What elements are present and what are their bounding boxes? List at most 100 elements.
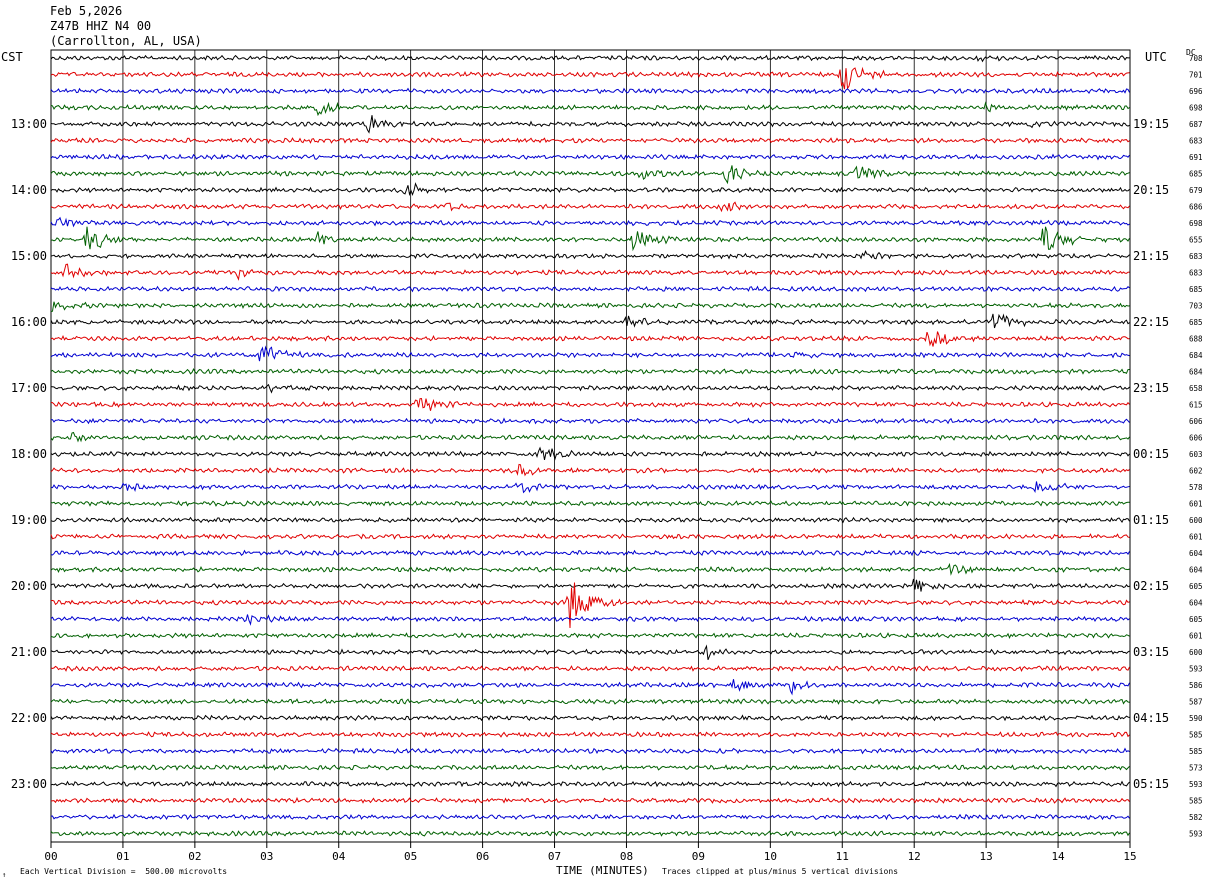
dc-offset-value: 601 (1189, 533, 1203, 542)
left-timezone-label: CST (1, 50, 23, 64)
seismic-trace (50, 481, 1130, 494)
dc-offset-value: 685 (1189, 285, 1203, 294)
left-hour-label: 23:00 (11, 777, 47, 791)
dc-offset-value: 604 (1189, 599, 1203, 608)
dc-offset-value: 585 (1189, 731, 1203, 740)
dc-offset-value: 683 (1189, 269, 1203, 278)
x-tick-label: 02 (188, 850, 201, 863)
dc-offset-value: 582 (1189, 813, 1203, 822)
dc-offset-value: 585 (1189, 747, 1203, 756)
seismic-trace (50, 182, 1130, 197)
x-tick-label: 03 (260, 850, 273, 863)
seismic-trace (50, 516, 1130, 524)
seismic-trace (50, 137, 1130, 145)
left-hour-label: 17:00 (11, 381, 47, 395)
dc-offset-value: 655 (1189, 236, 1203, 245)
seismic-trace (50, 500, 1130, 507)
seismic-trace (51, 383, 1130, 394)
right-timezone-label: UTC (1145, 50, 1167, 64)
x-tick-label: 08 (620, 850, 633, 863)
dc-offset-value: 686 (1189, 203, 1203, 212)
seismic-trace (50, 582, 1130, 629)
seismic-trace (50, 446, 1130, 461)
seismic-trace (50, 830, 1130, 837)
dc-offset-value: 606 (1189, 434, 1203, 443)
plot-frame (50, 49, 1131, 843)
left-hour-label: 16:00 (11, 315, 47, 329)
seismic-trace (50, 747, 1130, 755)
seismic-trace (50, 115, 1130, 134)
seismic-trace (50, 562, 1130, 576)
dc-offset-value: 696 (1189, 87, 1203, 96)
dc-offset-value: 586 (1189, 681, 1203, 690)
dc-offset-value: 602 (1189, 467, 1203, 476)
seismic-trace (50, 301, 1130, 312)
seismic-trace (50, 698, 1130, 705)
dc-offset-value: 593 (1189, 780, 1203, 789)
dc-offset-value: 585 (1189, 797, 1203, 806)
dc-offset-value: 658 (1189, 384, 1203, 393)
seismic-trace (50, 813, 1130, 821)
dc-offset-value: 604 (1189, 549, 1203, 558)
seismic-trace (50, 285, 1130, 293)
seismic-trace (50, 731, 1130, 738)
dc-offset-value: 684 (1189, 351, 1203, 360)
right-hour-label: 01:15 (1133, 513, 1169, 527)
dc-offset-value: 606 (1189, 417, 1203, 426)
plot-date: Feb 5,2026 (50, 4, 123, 18)
dc-offset-value: 605 (1189, 615, 1203, 624)
seismic-trace (50, 313, 1130, 329)
dc-offset-value: 703 (1189, 302, 1203, 311)
right-hour-label: 00:15 (1133, 447, 1169, 461)
dc-offset-value: 573 (1189, 764, 1203, 773)
dc-offset-value: 691 (1189, 153, 1203, 162)
left-hour-label: 14:00 (11, 183, 47, 197)
clip-arrow-icon: ↑ (2, 871, 7, 879)
seismic-trace (50, 66, 1130, 90)
seismic-trace (50, 533, 1130, 540)
x-tick-label: 06 (476, 850, 489, 863)
right-hour-label: 04:15 (1133, 711, 1169, 725)
left-hour-label: 22:00 (11, 711, 47, 725)
dc-offset-value: 698 (1189, 104, 1203, 113)
station-channel-title: Z47B HHZ N4 00 (50, 19, 152, 33)
x-tick-label: 14 (1051, 850, 1065, 863)
x-tick-label: 04 (332, 850, 346, 863)
seismic-trace (50, 165, 1130, 185)
x-tick-label: 12 (908, 850, 921, 863)
left-hour-label: 13:00 (11, 117, 47, 131)
right-hour-label: 19:15 (1133, 117, 1169, 131)
seismic-trace (50, 679, 1130, 696)
seismic-trace (50, 632, 1130, 639)
right-hour-label: 20:15 (1133, 183, 1169, 197)
left-hour-label: 20:00 (11, 579, 47, 593)
dc-offset-value: 590 (1189, 714, 1203, 723)
left-hour-label: 15:00 (11, 249, 47, 263)
seismic-trace (50, 796, 1130, 804)
dc-offset-value: 698 (1189, 219, 1203, 228)
dc-offset-value: 679 (1189, 186, 1203, 195)
left-hour-label: 18:00 (11, 447, 47, 461)
dc-offset-value: 708 (1189, 54, 1203, 63)
dc-offset-value: 615 (1189, 401, 1203, 410)
seismic-trace (50, 54, 1130, 63)
x-tick-label: 13 (980, 850, 993, 863)
x-tick-label: 15 (1123, 850, 1136, 863)
clip-note: Traces clipped at plus/minus 5 vertical … (662, 867, 899, 876)
right-hour-label: 23:15 (1133, 381, 1169, 395)
seismic-trace (50, 417, 1130, 425)
dc-offset-value: 601 (1189, 500, 1203, 509)
seismic-trace (50, 263, 1130, 281)
seismic-trace (50, 367, 1130, 375)
right-hour-label: 03:15 (1133, 645, 1169, 659)
station-location: (Carrollton, AL, USA) (50, 34, 202, 48)
right-hour-label: 22:15 (1133, 315, 1169, 329)
seismic-trace (50, 644, 1130, 660)
seismic-trace (50, 463, 1130, 477)
seismic-trace (50, 201, 1130, 213)
seismic-trace (50, 216, 1130, 228)
dc-offset-value: 688 (1189, 335, 1203, 344)
right-hour-label: 02:15 (1133, 579, 1169, 593)
dc-offset-value: 701 (1189, 71, 1203, 80)
